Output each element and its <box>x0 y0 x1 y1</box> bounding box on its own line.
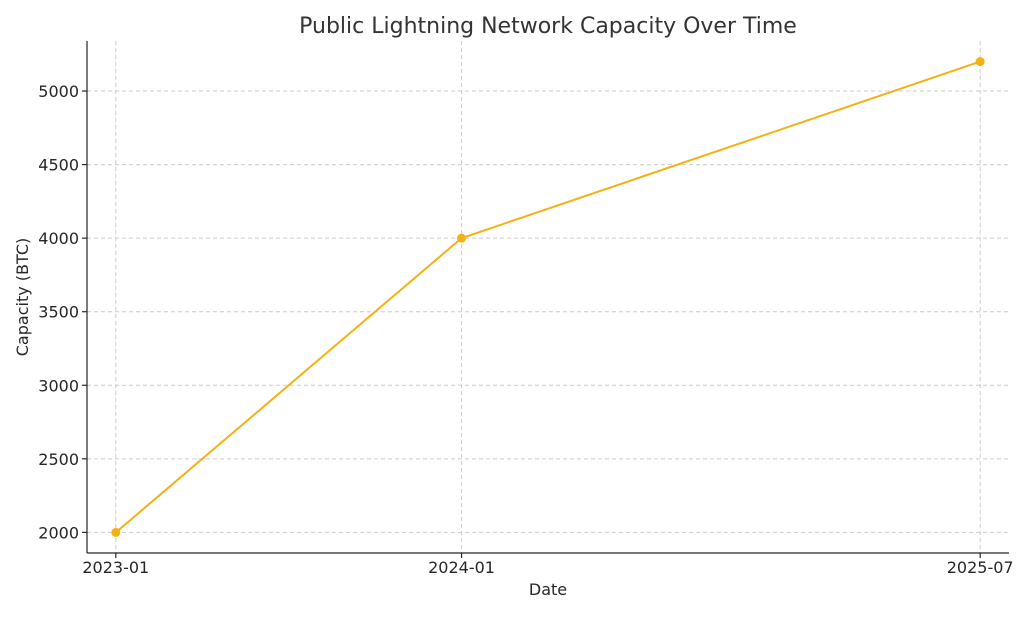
grid <box>87 41 1009 553</box>
series <box>111 57 985 537</box>
data-point <box>457 233 467 243</box>
data-point <box>111 527 121 537</box>
x-tick-label: 2025-07 <box>947 558 1014 577</box>
data-point <box>975 57 985 67</box>
x-tick-label: 2023-01 <box>82 558 149 577</box>
y-tick-label: 4500 <box>38 156 79 175</box>
axes <box>86 41 1009 554</box>
y-tick-label: 3500 <box>38 303 79 322</box>
y-tick-label: 2500 <box>38 450 79 469</box>
tick-labels: 2000 2500 3000 3500 4000 4500 5000 2023-01 2024-… <box>38 82 1013 577</box>
series-line <box>115 60 981 534</box>
y-tick-label: 3000 <box>38 376 79 395</box>
y-tick-label: 2000 <box>38 523 79 542</box>
chart-title: Public Lightning Network Capacity Over T… <box>299 14 797 39</box>
x-tick-label: 2024-01 <box>428 558 495 577</box>
y-tick-label: 5000 <box>38 82 79 101</box>
y-axis-label: Capacity (BTC) <box>13 238 32 356</box>
y-tick-label: 4000 <box>38 229 79 248</box>
x-axis-label: Date <box>529 580 567 599</box>
